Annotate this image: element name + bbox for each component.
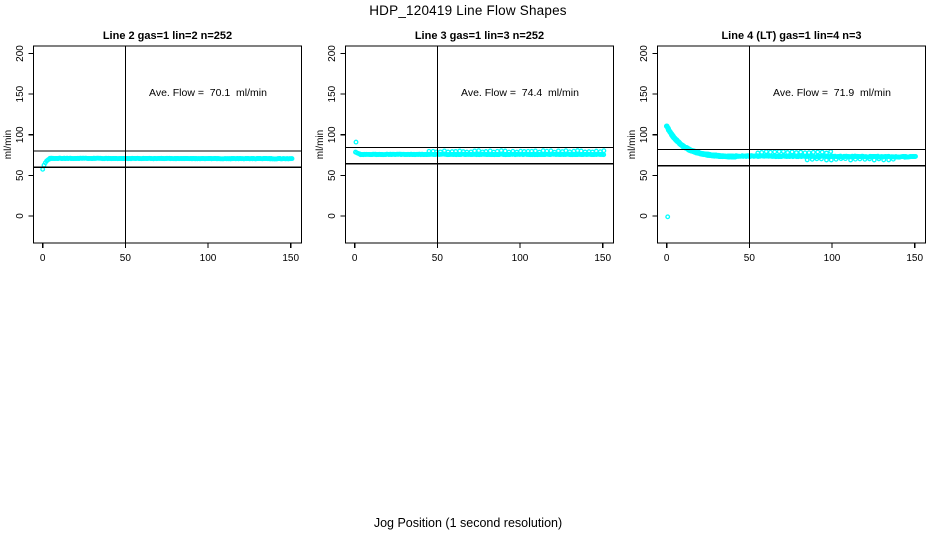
plot-box: [656, 45, 927, 244]
x-tick-label: 100: [824, 253, 841, 264]
ave-flow-annotation: Ave. Flow = 74.4 ml/min: [461, 87, 579, 99]
panel-3: 0 50 100 150 0 50 100 150 200 ml/min Line 4 (LT) g…: [627, 30, 927, 264]
data-points: [353, 139, 607, 158]
y-tick-label: 50: [15, 169, 26, 181]
ave-flow-annotation: Ave. Flow = 70.1 ml/min: [149, 87, 267, 99]
y-tick-label: 200: [639, 45, 650, 62]
y-tick-label: 0: [639, 213, 650, 219]
y-tick-label: 50: [327, 169, 338, 181]
panel-2: 0 50 100 150 0 50 100 150 200 ml/min Line 3 gas=1 …: [315, 30, 615, 264]
panel-title: Line 2 gas=1 lin=2 n=252: [103, 30, 232, 42]
y-tick-label: 200: [15, 45, 26, 62]
y-tick-label: 150: [327, 85, 338, 102]
x-tick-label: 150: [282, 253, 299, 264]
y-tick-label: 100: [15, 126, 26, 143]
data-points: [663, 123, 918, 220]
y-tick-label: 0: [15, 213, 26, 219]
y-tick-label: 100: [639, 126, 650, 143]
x-axis: 0 50 100 150: [40, 243, 299, 264]
x-tick-label: 0: [352, 253, 358, 264]
x-tick-label: 0: [40, 253, 46, 264]
x-tick-label: 0: [664, 253, 670, 264]
x-axis-label: Jog Position (1 second resolution): [373, 516, 563, 530]
plot-box: [32, 45, 303, 244]
data-points: [40, 155, 295, 172]
x-tick-label: 150: [906, 253, 923, 264]
x-axis: 0 50 100 150: [352, 243, 611, 264]
panel-1: 0 50 100 150 0 50 100 150 200 ml/min Line 2 gas=1 …: [3, 30, 303, 264]
panel-title: Line 4 (LT) gas=1 lin=4 n=3: [721, 30, 861, 42]
panel-title: Line 3 gas=1 lin=3 n=252: [415, 30, 544, 42]
y-tick-label: 150: [15, 85, 26, 102]
plot-box: [344, 45, 615, 244]
y-axis: 0 50 100 150 200: [327, 45, 346, 219]
y-tick-label: 50: [639, 169, 650, 181]
y-tick-label: 200: [327, 45, 338, 62]
x-tick-label: 100: [512, 253, 529, 264]
figure-title: HDP_120419 Line Flow Shapes: [369, 3, 567, 18]
y-axis: 0 50 100 150 200: [639, 45, 658, 219]
x-tick-label: 100: [200, 253, 217, 264]
y-tick-label: 150: [639, 85, 650, 102]
ave-flow-annotation: Ave. Flow = 71.9 ml/min: [773, 87, 891, 99]
y-axis-title: ml/min: [315, 130, 326, 159]
x-tick-label: 50: [120, 253, 132, 264]
y-axis: 0 50 100 150 200: [15, 45, 34, 219]
y-axis-title: ml/min: [3, 130, 14, 159]
x-axis: 0 50 100 150: [664, 243, 923, 264]
y-tick-label: 0: [327, 213, 338, 219]
y-axis-title: ml/min: [627, 130, 638, 159]
x-tick-label: 150: [594, 253, 611, 264]
x-tick-label: 50: [744, 253, 756, 264]
y-tick-label: 100: [327, 126, 338, 143]
x-tick-label: 50: [432, 253, 444, 264]
